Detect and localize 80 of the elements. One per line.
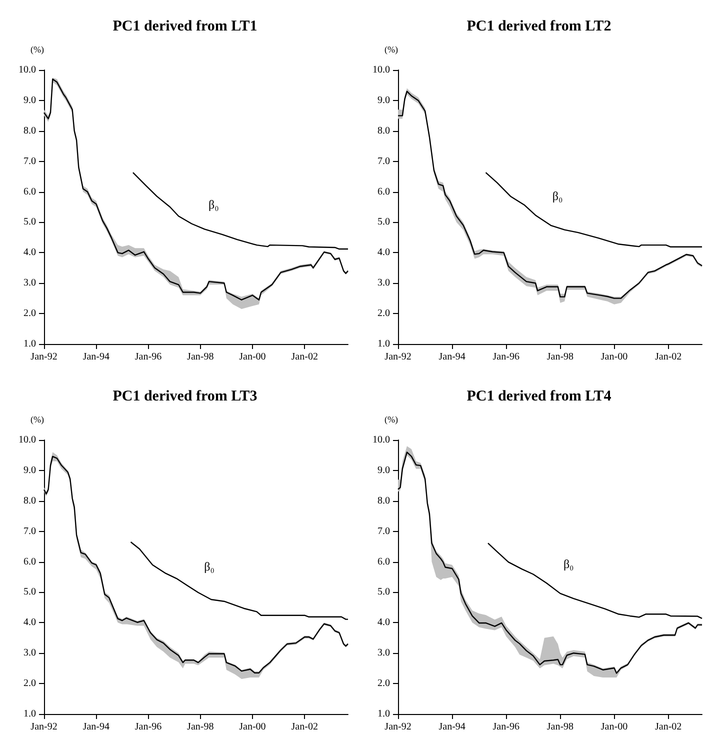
y-tick-label: 6.0 (24, 186, 36, 198)
x-tick-label: Jan-98 (187, 722, 214, 732)
x-tick-label: Jan-02 (654, 722, 682, 732)
y-tick-label: 3.0 (24, 648, 36, 659)
y-tick-label: 7.0 (378, 526, 390, 537)
y-tick-label: 5.0 (378, 586, 390, 598)
x-tick-label: Jan-02 (291, 722, 318, 732)
y-axis-title: (%) (30, 44, 44, 54)
x-tick-label: Jan-96 (492, 352, 520, 362)
y-tick-label: 4.0 (24, 247, 36, 258)
y-tick-label: 2.0 (24, 308, 36, 320)
chart-title: PC1 derived from LT3 (112, 388, 258, 404)
x-tick-label: Jan-96 (134, 722, 162, 732)
y-tick-label: 8.0 (24, 125, 36, 136)
x-tick-label: Jan-02 (654, 352, 682, 362)
x-tick-label: Jan-00 (239, 352, 266, 362)
y-tick-label: 2.0 (24, 678, 36, 690)
x-tick-label: Jan-00 (239, 722, 266, 732)
x-tick-label: Jan-00 (600, 722, 628, 732)
x-tick-label: Jan-00 (600, 352, 628, 362)
x-tick-label: Jan-98 (187, 352, 214, 362)
series-label: β₀ (204, 560, 214, 574)
y-tick-label: 9.0 (378, 94, 390, 106)
x-tick-label: Jan-92 (384, 722, 412, 732)
y-tick-label: 10.0 (18, 64, 36, 76)
line-series (132, 172, 349, 250)
y-tick-label: 5.0 (24, 216, 36, 228)
y-tick-label: 8.0 (24, 495, 36, 506)
y-tick-label: 9.0 (378, 464, 390, 476)
y-tick-label: 7.0 (24, 526, 36, 537)
y-tick-label: 7.0 (378, 156, 390, 167)
y-tick-label: 5.0 (24, 586, 36, 598)
y-tick-label: 10.0 (372, 64, 390, 76)
y-tick-label: 7.0 (24, 156, 36, 167)
y-tick-label: 6.0 (378, 186, 390, 198)
y-axis-title: (%) (384, 44, 398, 54)
y-tick-label: 5.0 (378, 216, 390, 228)
x-tick-label: Jan-92 (30, 722, 58, 732)
line-series (130, 541, 349, 620)
x-tick-label: Jan-94 (438, 722, 466, 732)
x-tick-label: Jan-92 (384, 352, 412, 362)
y-axis-title: (%) (30, 414, 44, 424)
y-tick-label: 6.0 (24, 556, 36, 568)
x-tick-label: Jan-96 (134, 352, 162, 362)
x-tick-label: Jan-98 (546, 352, 574, 362)
x-tick-label: Jan-96 (492, 722, 520, 732)
series-label: β₀ (552, 189, 563, 204)
y-tick-label: 9.0 (24, 464, 36, 476)
y-tick-label: 4.0 (378, 247, 390, 258)
y-tick-label: 3.0 (378, 278, 390, 289)
y-tick-label: 10.0 (372, 434, 390, 446)
y-tick-label: 6.0 (378, 556, 390, 568)
x-tick-label: Jan-94 (82, 722, 110, 732)
chart-title: PC1 derived from LT1 (112, 18, 258, 34)
line-series (485, 172, 703, 248)
y-axis-title: (%) (384, 414, 398, 424)
y-tick-label: 2.0 (378, 678, 390, 690)
line-series (487, 542, 703, 620)
y-tick-label: 1.0 (378, 708, 390, 720)
y-tick-label: 8.0 (378, 125, 390, 136)
chart-title: PC1 derived from LT2 (466, 18, 612, 34)
x-tick-label: Jan-94 (438, 352, 466, 362)
y-tick-label: 4.0 (378, 617, 390, 628)
y-tick-label: 8.0 (378, 495, 390, 506)
y-tick-label: 10.0 (18, 434, 36, 446)
y-tick-label: 4.0 (24, 617, 36, 628)
chart-title: PC1 derived from LT4 (466, 388, 612, 404)
y-tick-label: 1.0 (24, 338, 36, 350)
y-tick-label: 9.0 (24, 94, 36, 106)
x-tick-label: Jan-94 (82, 352, 110, 362)
y-tick-label: 3.0 (24, 278, 36, 289)
x-tick-label: Jan-02 (291, 352, 318, 362)
x-tick-label: Jan-98 (546, 722, 574, 732)
x-tick-label: Jan-92 (30, 352, 58, 362)
y-tick-label: 1.0 (378, 338, 390, 350)
series-label: β₀ (208, 198, 219, 212)
y-tick-label: 2.0 (378, 308, 390, 320)
series-label: β₀ (563, 557, 574, 572)
y-tick-label: 1.0 (24, 708, 36, 720)
y-tick-label: 3.0 (378, 648, 390, 659)
